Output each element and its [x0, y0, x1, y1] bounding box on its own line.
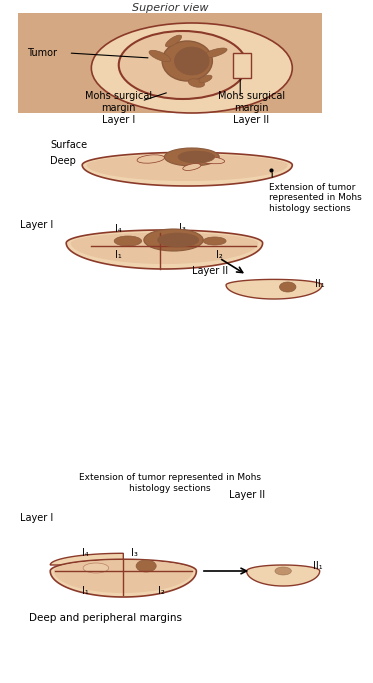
Ellipse shape	[162, 41, 212, 81]
Ellipse shape	[83, 563, 109, 573]
Polygon shape	[87, 154, 288, 181]
Ellipse shape	[136, 560, 156, 572]
Ellipse shape	[149, 51, 170, 61]
Polygon shape	[247, 565, 320, 586]
Text: Layer I: Layer I	[20, 220, 53, 230]
Ellipse shape	[114, 236, 142, 246]
Polygon shape	[50, 553, 123, 565]
Text: I₄: I₄	[115, 224, 122, 234]
Text: I₁: I₁	[115, 250, 122, 260]
Ellipse shape	[166, 35, 182, 47]
Ellipse shape	[188, 79, 204, 87]
Polygon shape	[50, 559, 196, 597]
Text: II₁: II₁	[313, 561, 323, 571]
Text: Superior view: Superior view	[132, 3, 208, 13]
Ellipse shape	[183, 163, 201, 171]
Ellipse shape	[279, 282, 296, 292]
Text: Deep and peripheral margins: Deep and peripheral margins	[29, 613, 182, 623]
Text: Layer I: Layer I	[20, 513, 53, 523]
FancyBboxPatch shape	[18, 13, 322, 113]
Polygon shape	[233, 53, 251, 78]
Ellipse shape	[178, 151, 214, 163]
Ellipse shape	[195, 156, 225, 164]
Text: Layer II: Layer II	[229, 490, 265, 500]
Text: Deep: Deep	[50, 156, 76, 166]
Text: I₂: I₂	[216, 250, 223, 260]
Polygon shape	[66, 230, 263, 269]
Ellipse shape	[175, 47, 209, 75]
Text: Extension of tumor
represented in Mohs
histology sections: Extension of tumor represented in Mohs h…	[269, 183, 362, 213]
Text: Mohs surgical
margin
Layer I: Mohs surgical margin Layer I	[85, 92, 152, 124]
Text: I₂: I₂	[158, 586, 165, 596]
Ellipse shape	[164, 148, 219, 166]
Text: Tumor: Tumor	[27, 48, 57, 58]
Text: Mohs surgical
margin
Layer II: Mohs surgical margin Layer II	[217, 92, 285, 124]
Text: Layer II: Layer II	[192, 266, 228, 276]
Ellipse shape	[157, 233, 199, 247]
Text: II₁: II₁	[315, 279, 325, 289]
Ellipse shape	[119, 31, 247, 99]
Polygon shape	[226, 279, 322, 299]
Text: I₃: I₃	[179, 223, 186, 233]
Ellipse shape	[144, 229, 203, 251]
Ellipse shape	[202, 48, 227, 58]
Text: Surface: Surface	[50, 140, 87, 150]
Text: I₁: I₁	[82, 586, 88, 596]
Text: I₃: I₃	[131, 548, 138, 558]
Ellipse shape	[275, 567, 291, 575]
Ellipse shape	[91, 23, 292, 113]
Text: I₄: I₄	[82, 548, 88, 558]
Ellipse shape	[203, 237, 226, 245]
Text: Extension of tumor represented in Mohs
histology sections: Extension of tumor represented in Mohs h…	[79, 473, 261, 492]
Polygon shape	[54, 560, 193, 593]
Ellipse shape	[199, 75, 212, 83]
Polygon shape	[82, 152, 292, 186]
Polygon shape	[71, 233, 258, 264]
Ellipse shape	[137, 155, 164, 163]
